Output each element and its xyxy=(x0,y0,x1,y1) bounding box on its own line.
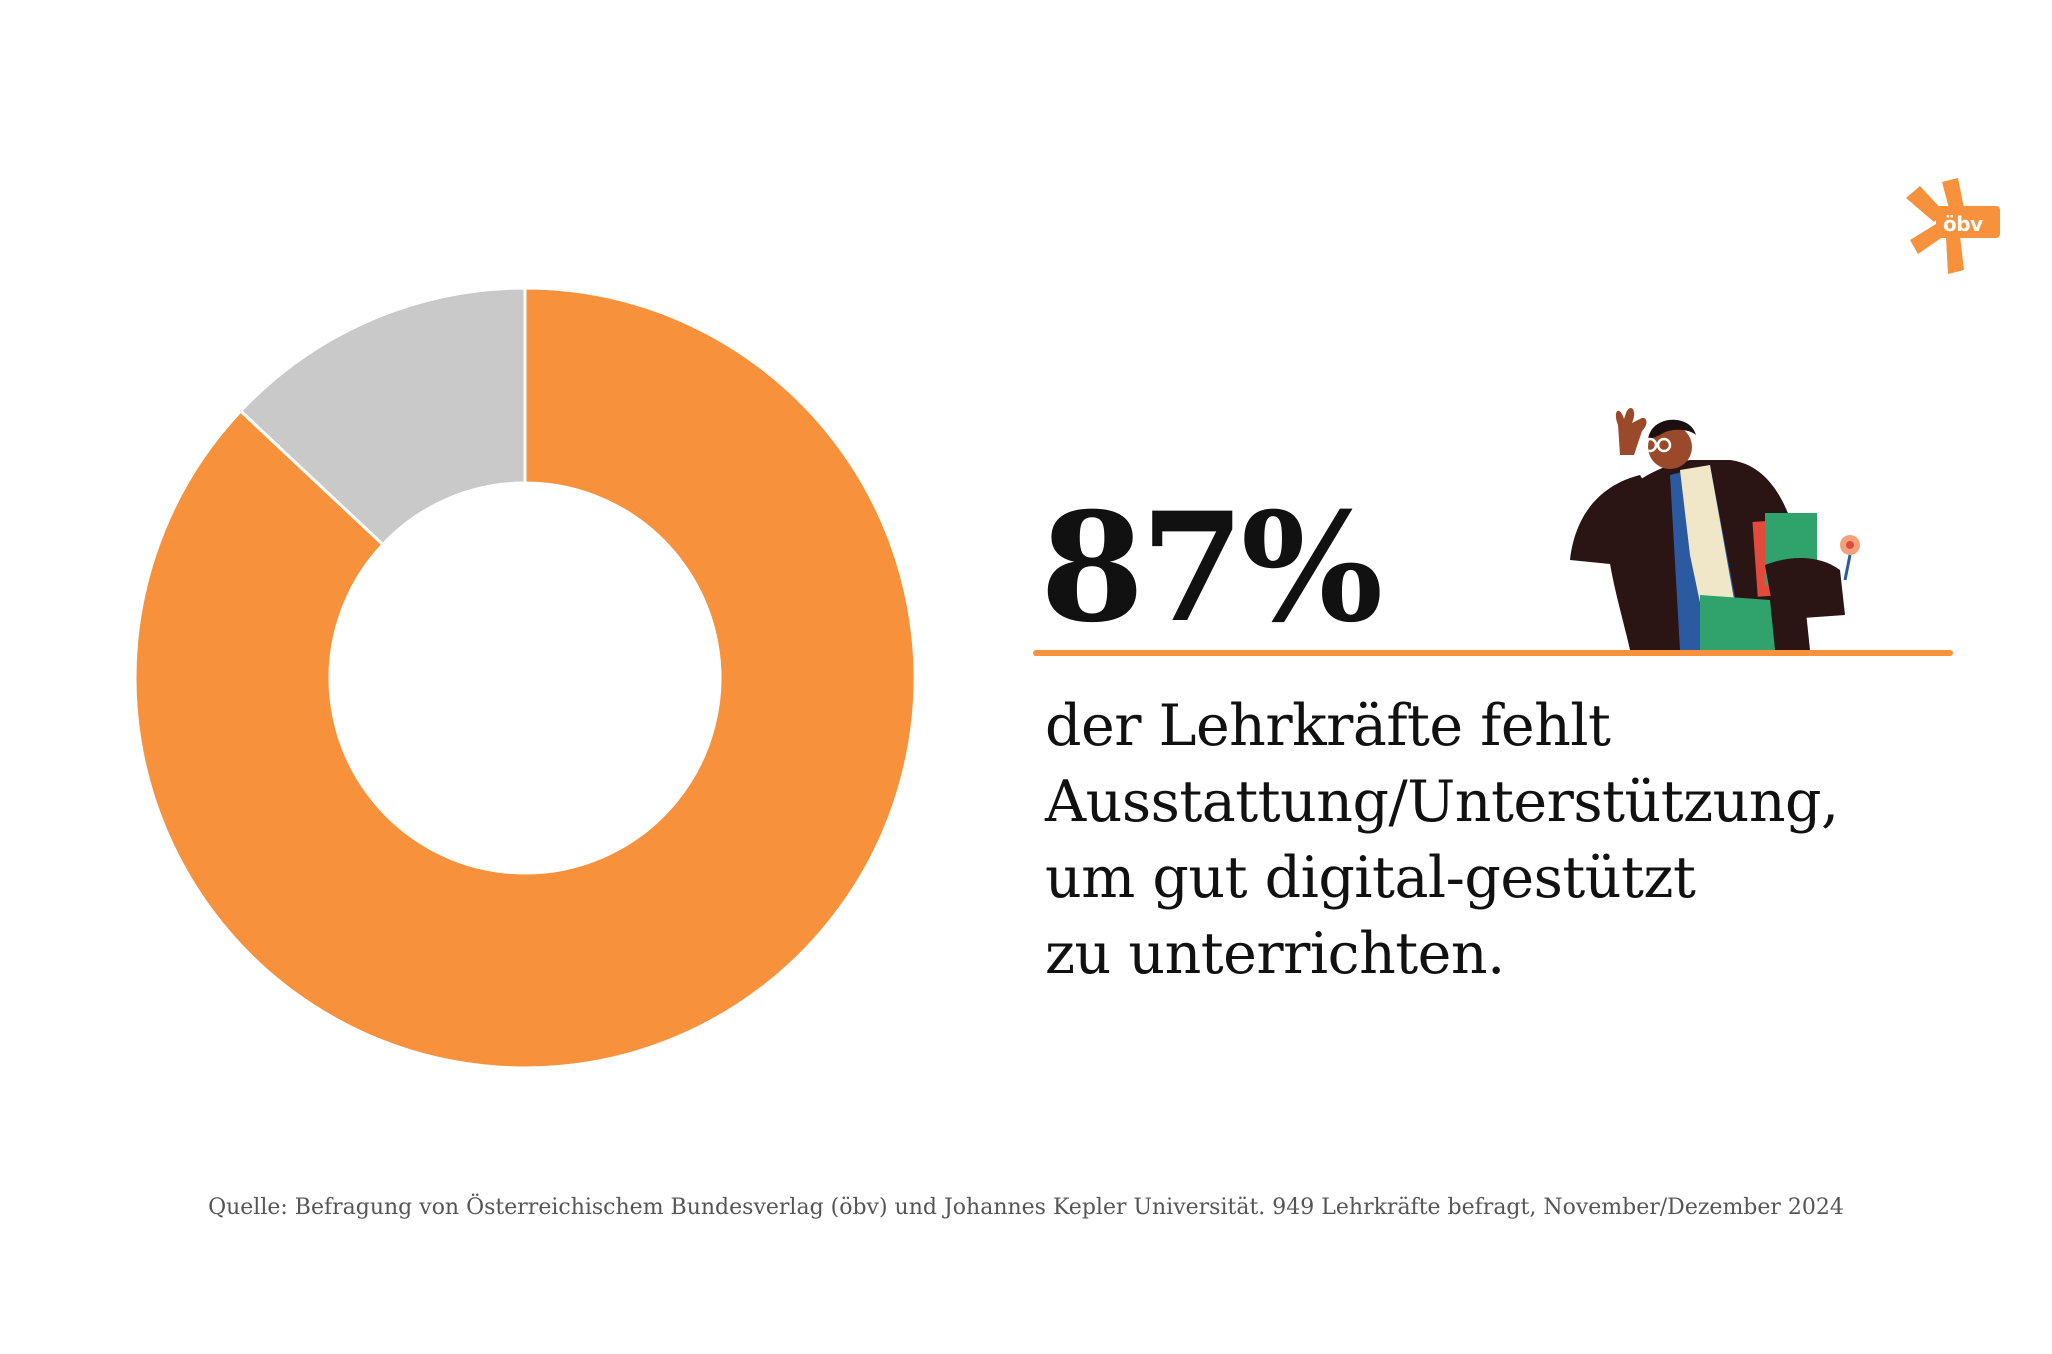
statement-line: zu unterrichten. xyxy=(1045,921,1505,987)
obv-logo: öbv xyxy=(1906,178,2002,274)
donut-chart xyxy=(133,286,917,1070)
statement-line: der Lehrkräfte fehlt xyxy=(1045,693,1611,759)
divider-line xyxy=(1033,650,1953,656)
statement-line: Ausstattung/Unterstützung, xyxy=(1045,769,1839,835)
teacher-with-books-illustration xyxy=(1560,405,1890,655)
logo-text: öbv xyxy=(1943,212,1983,236)
donut-slice-remainder xyxy=(238,286,527,547)
statement-text: der Lehrkräfte fehlt Ausstattung/Unterst… xyxy=(1045,688,1945,992)
donut-slice-primary xyxy=(133,286,917,1070)
statement-line: um gut digital-gestützt xyxy=(1045,845,1696,911)
highlight-percentage: 87% xyxy=(1040,480,1383,656)
source-note: Quelle: Befragung von Österreichischem B… xyxy=(208,1195,1844,1220)
